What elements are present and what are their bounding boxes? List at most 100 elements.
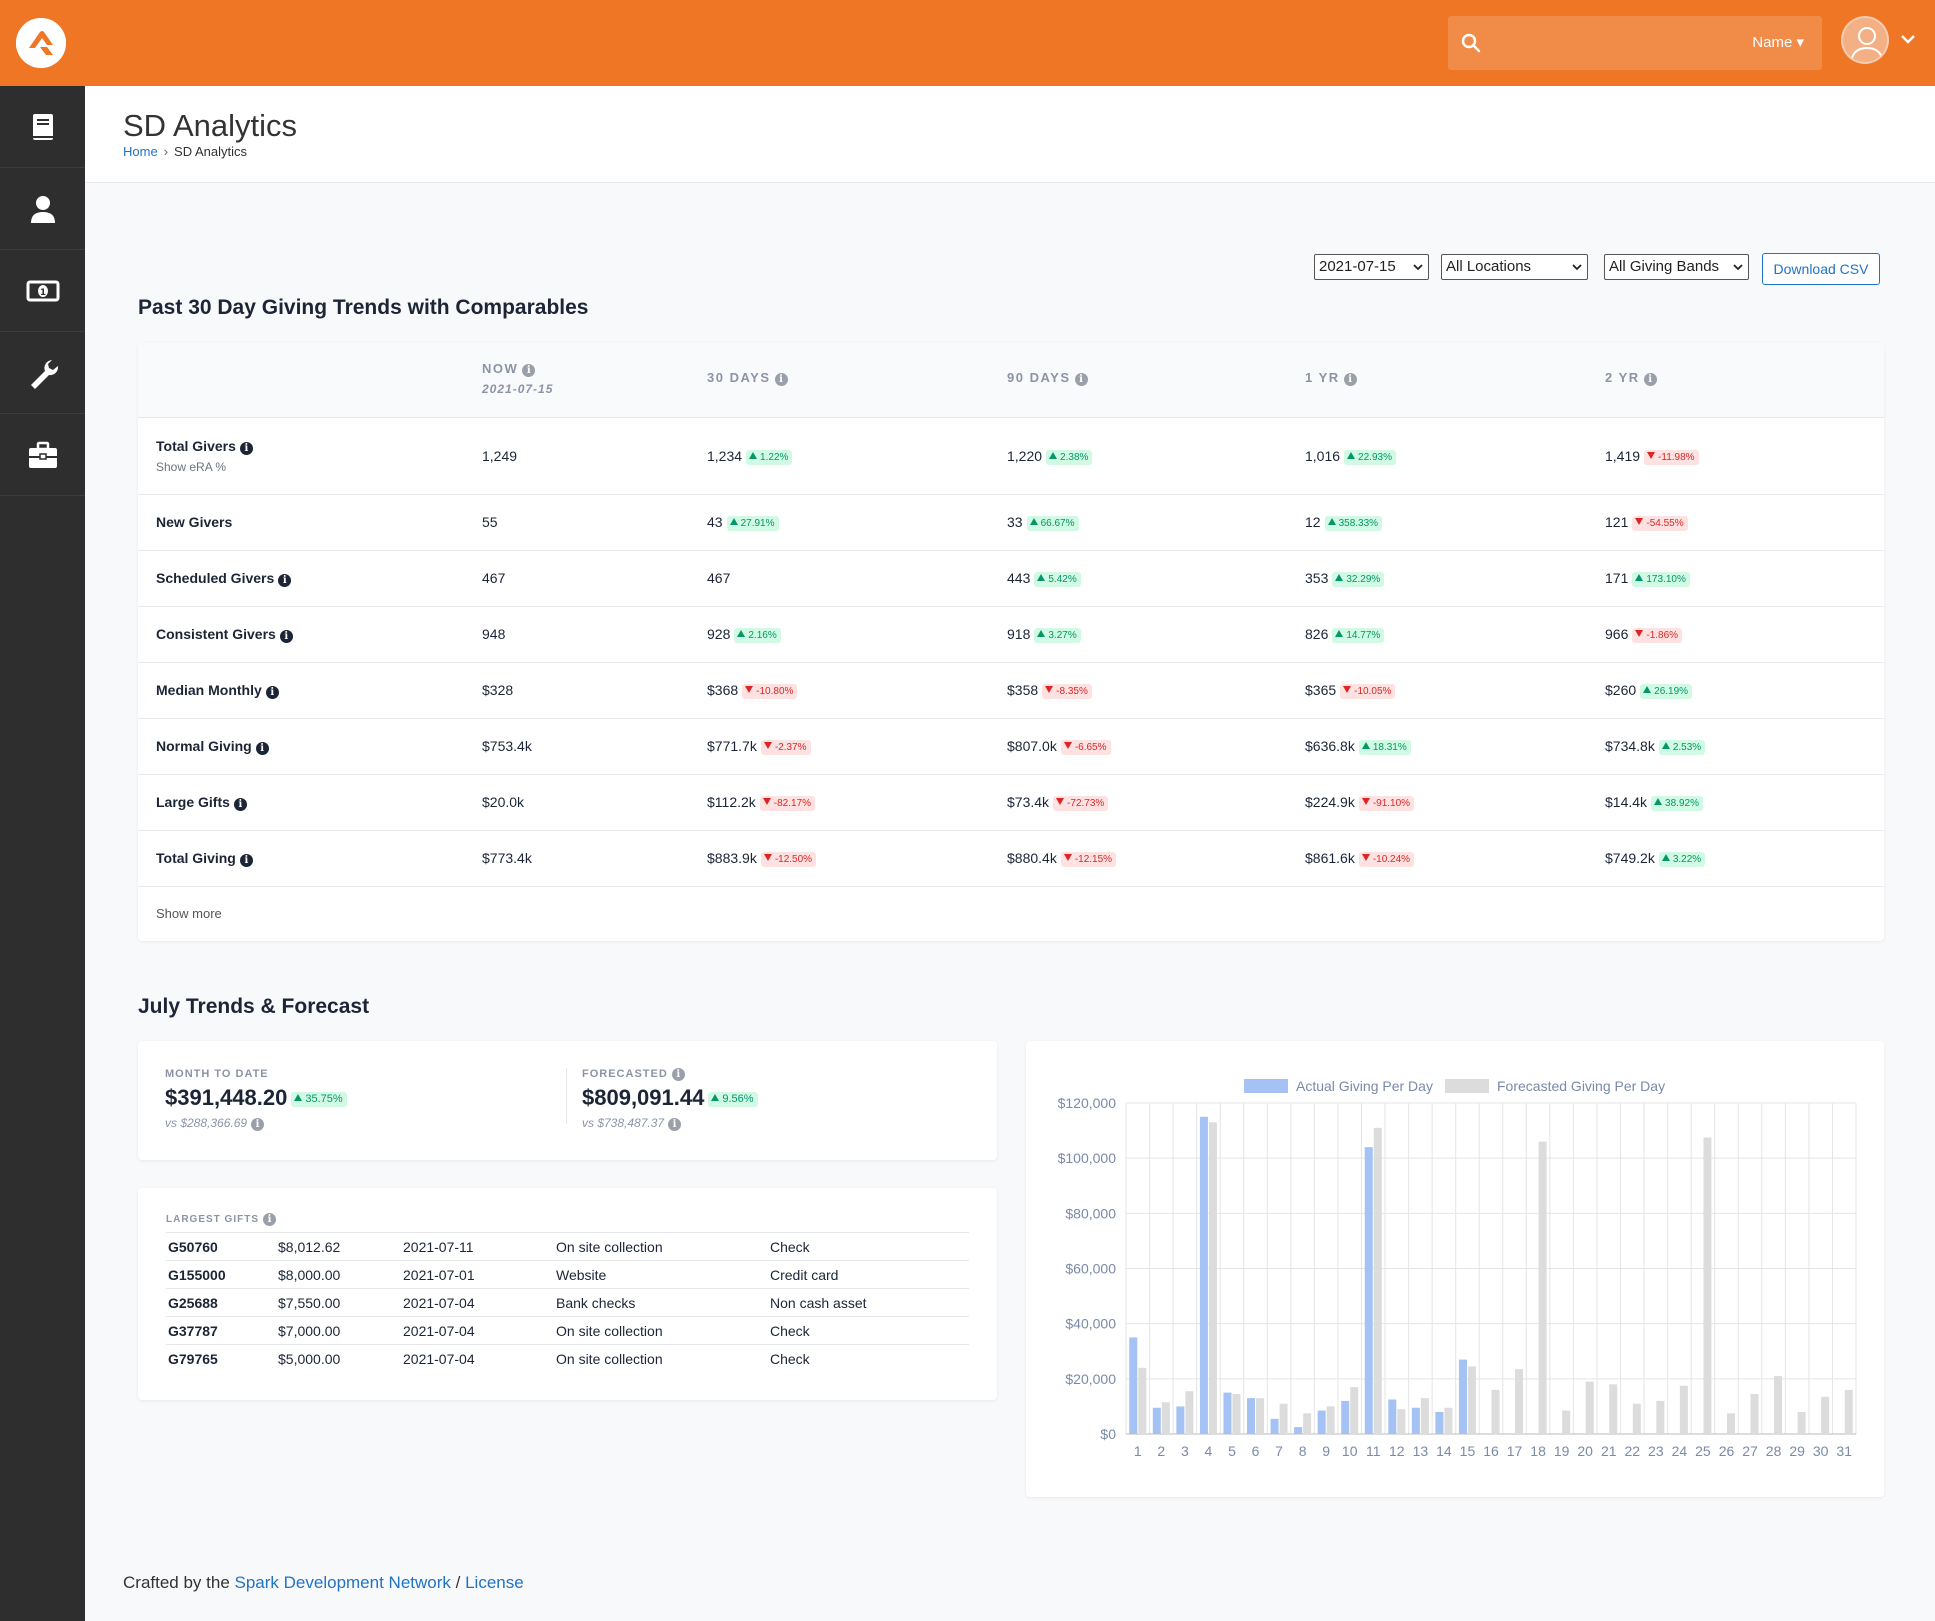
- svg-text:1: 1: [39, 288, 45, 298]
- info-icon[interactable]: i: [251, 1118, 265, 1131]
- table-cell: $365 -10.05%: [1305, 682, 1396, 699]
- delta-value: -10.05%: [1354, 686, 1392, 697]
- info-icon[interactable]: i: [233, 798, 247, 811]
- info-icon[interactable]: i: [239, 442, 253, 455]
- bar-forecast: [1397, 1409, 1406, 1434]
- row-label: Scheduled Givers i: [156, 570, 292, 587]
- delta-value: 2.53%: [1672, 742, 1702, 753]
- info-icon[interactable]: i: [668, 1118, 682, 1131]
- forecasted-comparison: vs $738,487.37 i: [582, 1116, 682, 1131]
- chevron-down-icon: [1572, 264, 1582, 271]
- x-tick-label: 24: [1672, 1443, 1688, 1459]
- delta-badge: -54.55%: [1632, 516, 1688, 531]
- bar-forecast: [1632, 1403, 1641, 1434]
- info-icon[interactable]: i: [1074, 373, 1088, 386]
- bar-forecast: [1703, 1137, 1712, 1434]
- column-header-date: 2021-07-15: [482, 382, 554, 396]
- triangle-up-icon: [711, 1094, 720, 1101]
- show-more-link[interactable]: Show more: [156, 906, 222, 921]
- delta-badge: 32.29%: [1332, 572, 1385, 587]
- table-cell: 928 2.16%: [707, 626, 781, 643]
- info-icon[interactable]: i: [278, 574, 292, 587]
- list-item: G79765 $5,000.00 2021-07-04 On site collect…: [166, 1344, 969, 1372]
- delta-value: -10.24%: [1372, 854, 1411, 865]
- row-label: Large Gifts i: [156, 794, 247, 811]
- row-label-text: Median Monthly: [156, 682, 262, 698]
- table-cell: $861.6k -10.24%: [1305, 850, 1415, 867]
- avatar-icon[interactable]: [1841, 16, 1889, 64]
- gift-source: On site collection: [556, 1351, 663, 1367]
- info-icon[interactable]: i: [1643, 373, 1657, 386]
- y-tick-label: $120,000: [1058, 1095, 1117, 1111]
- x-tick-label: 12: [1389, 1443, 1405, 1459]
- x-tick-label: 21: [1601, 1443, 1617, 1459]
- money-icon: 1: [26, 280, 59, 301]
- delta-value: -12.50%: [774, 854, 813, 865]
- sidebar-item-finance[interactable]: 1: [0, 250, 85, 332]
- delta-badge: 173.10%: [1632, 572, 1690, 587]
- cell-value: $365: [1305, 682, 1337, 698]
- top-bar: Name ▾: [0, 0, 1935, 86]
- info-icon[interactable]: i: [774, 373, 788, 386]
- row-label: Median Monthly i: [156, 682, 279, 699]
- table-cell: 43 27.91%: [707, 514, 779, 531]
- show-era-link[interactable]: Show eRA %: [156, 460, 227, 474]
- download-csv-button[interactable]: Download CSV: [1762, 253, 1880, 285]
- y-tick-label: $20,000: [1065, 1371, 1116, 1387]
- bar-forecast: [1185, 1391, 1194, 1434]
- cell-value: $260: [1605, 682, 1637, 698]
- breadcrumb-separator-icon: ›: [163, 144, 169, 159]
- license-link[interactable]: License: [465, 1573, 524, 1592]
- info-icon[interactable]: i: [522, 364, 536, 377]
- x-tick-label: 20: [1577, 1443, 1593, 1459]
- gift-id: G155000: [168, 1267, 226, 1283]
- delta-badge: 35.75%: [291, 1092, 347, 1107]
- x-tick-label: 19: [1554, 1443, 1570, 1459]
- info-icon[interactable]: i: [279, 630, 293, 643]
- info-icon[interactable]: i: [1343, 373, 1357, 386]
- breadcrumb-home-link[interactable]: Home: [123, 144, 158, 159]
- column-header-label: 30 DAYS: [707, 370, 771, 385]
- cell-value: 121: [1605, 514, 1629, 530]
- cell-value: $368: [707, 682, 739, 698]
- info-icon[interactable]: i: [263, 1213, 276, 1226]
- y-tick-label: $60,000: [1065, 1261, 1116, 1277]
- table-cell: 1,016 22.93%: [1305, 448, 1396, 465]
- rock-logo-icon[interactable]: [16, 18, 66, 68]
- info-icon[interactable]: i: [239, 854, 253, 867]
- month-summary-card: MONTH TO DATE $391,448.20 35.75% vs $288,…: [138, 1041, 997, 1160]
- chevron-down-icon[interactable]: [1900, 33, 1916, 45]
- delta-value: -12.15%: [1074, 854, 1113, 865]
- gift-source: On site collection: [556, 1323, 663, 1339]
- delta-badge: 9.56%: [708, 1092, 758, 1107]
- x-tick-label: 2: [1157, 1443, 1165, 1459]
- search-box[interactable]: Name ▾: [1448, 16, 1822, 70]
- table-cell: 826 14.77%: [1305, 626, 1385, 643]
- column-header-90-days: 90 DAYS i: [1007, 370, 1088, 386]
- triangle-down-icon: [1361, 798, 1370, 805]
- sidebar-item-admin[interactable]: [0, 414, 85, 496]
- triangle-down-icon: [745, 686, 754, 693]
- month-to-date-value: $391,448.20 35.75%: [165, 1085, 347, 1111]
- spark-link[interactable]: Spark Development Network: [234, 1573, 451, 1592]
- trends-section-title: Past 30 Day Giving Trends with Comparabl…: [138, 296, 589, 319]
- date-select[interactable]: 2021-07-15: [1314, 254, 1429, 280]
- sidebar-item-book[interactable]: [0, 86, 85, 168]
- table-cell: 918 3.27%: [1007, 626, 1081, 643]
- location-select[interactable]: All Locations: [1441, 254, 1588, 280]
- cell-value: $771.7k: [707, 738, 757, 754]
- cell-value: 948: [482, 626, 506, 642]
- giving-band-select[interactable]: All Giving Bands: [1604, 254, 1749, 280]
- sidebar-item-tools[interactable]: [0, 332, 85, 414]
- triangle-up-icon: [737, 630, 746, 637]
- info-icon[interactable]: i: [265, 686, 279, 699]
- table-cell: $771.7k -2.37%: [707, 738, 811, 755]
- y-tick-label: $80,000: [1065, 1205, 1116, 1221]
- comparison-value: vs $738,487.37: [582, 1116, 665, 1130]
- table-cell: 33 66.67%: [1007, 514, 1079, 531]
- info-icon[interactable]: i: [255, 742, 269, 755]
- info-icon[interactable]: i: [671, 1068, 685, 1081]
- search-scope-dropdown[interactable]: Name ▾: [1752, 34, 1804, 51]
- bar-actual: [1294, 1427, 1303, 1434]
- sidebar-item-people[interactable]: [0, 168, 85, 250]
